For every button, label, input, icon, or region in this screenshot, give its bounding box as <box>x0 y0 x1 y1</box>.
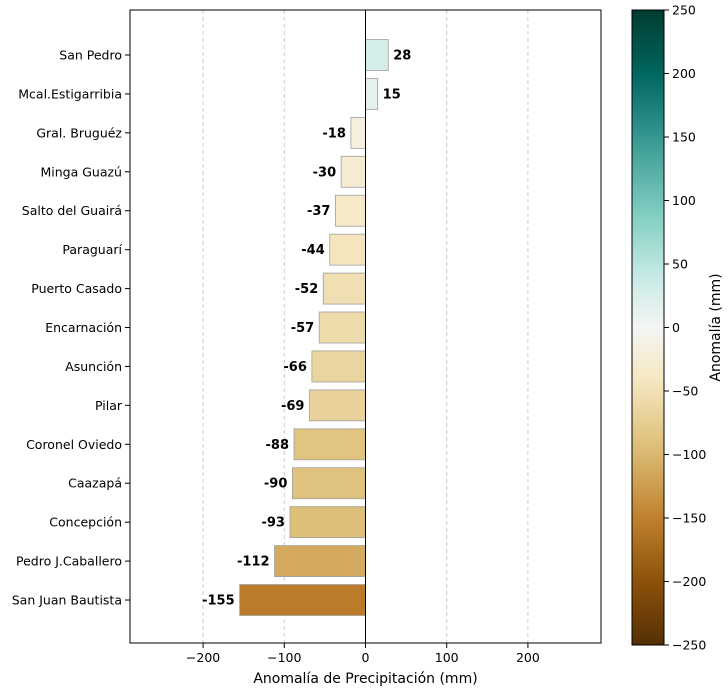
y-tick-label: San Pedro <box>59 48 122 63</box>
y-tick-label: Puerto Casado <box>31 281 122 296</box>
data-label: -155 <box>202 594 235 609</box>
bar <box>289 506 366 539</box>
data-label: -57 <box>291 321 315 336</box>
colorbar-gradient <box>631 9 665 646</box>
data-label: -18 <box>322 126 346 141</box>
x-tick-label: −200 <box>186 650 220 665</box>
bar <box>335 194 366 227</box>
bar <box>322 272 366 305</box>
data-label: -112 <box>237 555 270 570</box>
data-label: -30 <box>313 165 337 180</box>
bar <box>293 428 366 461</box>
colorbar-tick-label: 250 <box>672 3 696 18</box>
bar <box>309 389 366 422</box>
data-label: -90 <box>264 477 288 492</box>
grid-lines <box>202 10 529 643</box>
y-tick-label: Encarnación <box>45 320 122 335</box>
bar <box>318 311 366 344</box>
x-axis-label: Anomalía de Precipitación (mm) <box>253 671 477 687</box>
colorbar-tick-label: 100 <box>672 193 696 208</box>
y-tick-label: Concepción <box>49 515 122 530</box>
value-labels: 28 15 -18 -30 -37 -44 -52 -57 -66 -69 -88 -90 -93 -11… <box>202 49 411 609</box>
y-tick-label: Asunción <box>65 359 122 374</box>
x-axis: −200 −100 0 100 200 <box>186 643 540 665</box>
colorbar-ticks: 250 200 150 100 50 0 −50 −100 −150 −200 −250 <box>664 3 706 653</box>
y-tick-label: Salto del Guairá <box>22 203 122 218</box>
bar <box>239 584 366 616</box>
bar <box>329 233 366 266</box>
y-tick-label: Caazapá <box>68 476 122 491</box>
y-tick-label: Coronel Oviedo <box>26 437 122 452</box>
colorbar-tick-label: −50 <box>672 384 698 399</box>
y-tick-label: Pilar <box>95 398 123 413</box>
bar <box>311 350 366 383</box>
bar <box>274 545 366 577</box>
data-label: -44 <box>301 243 325 258</box>
colorbar-tick-label: 150 <box>672 130 696 145</box>
data-label: -69 <box>281 399 305 414</box>
y-tick-label: San Juan Bautista <box>12 593 122 608</box>
bar <box>292 467 366 500</box>
colorbar-tick-label: −150 <box>672 511 706 526</box>
data-label: -52 <box>295 282 319 297</box>
x-tick-label: 100 <box>435 650 459 665</box>
data-label: 28 <box>393 49 411 64</box>
colorbar-label: Anomalía (mm) <box>708 273 724 381</box>
bar <box>365 78 379 110</box>
colorbar: 250 200 150 100 50 0 −50 −100 −150 −200 −250 Anoma… <box>631 3 724 653</box>
x-tick-label: 200 <box>516 650 540 665</box>
data-label: -37 <box>307 204 331 219</box>
colorbar-tick-label: 0 <box>672 320 680 335</box>
colorbar-tick-label: −100 <box>672 447 706 462</box>
y-tick-label: Gral. Bruguéz <box>36 125 122 140</box>
colorbar-tick-label: −250 <box>672 638 706 653</box>
y-tick-label: Pedro J.Caballero <box>16 554 122 569</box>
bar <box>365 39 389 71</box>
y-tick-label: Mcal.Estigarribia <box>18 86 122 101</box>
colorbar-tick-label: 200 <box>672 66 696 81</box>
y-tick-label: Minga Guazú <box>40 164 122 179</box>
bar <box>350 116 366 149</box>
colorbar-tick-label: −200 <box>672 574 706 589</box>
colorbar-tick-label: 50 <box>672 257 688 272</box>
data-label: -93 <box>261 516 285 531</box>
data-label: 15 <box>383 87 401 102</box>
data-label: -66 <box>283 360 307 375</box>
x-tick-label: 0 <box>362 650 370 665</box>
bars <box>239 39 389 616</box>
y-axis: San Pedro Mcal.Estigarribia Gral. Bruguéz M… <box>12 48 130 608</box>
y-tick-label: Paraguarí <box>62 242 122 257</box>
data-label: -88 <box>266 438 290 453</box>
bar <box>340 155 366 188</box>
x-tick-label: −100 <box>267 650 301 665</box>
